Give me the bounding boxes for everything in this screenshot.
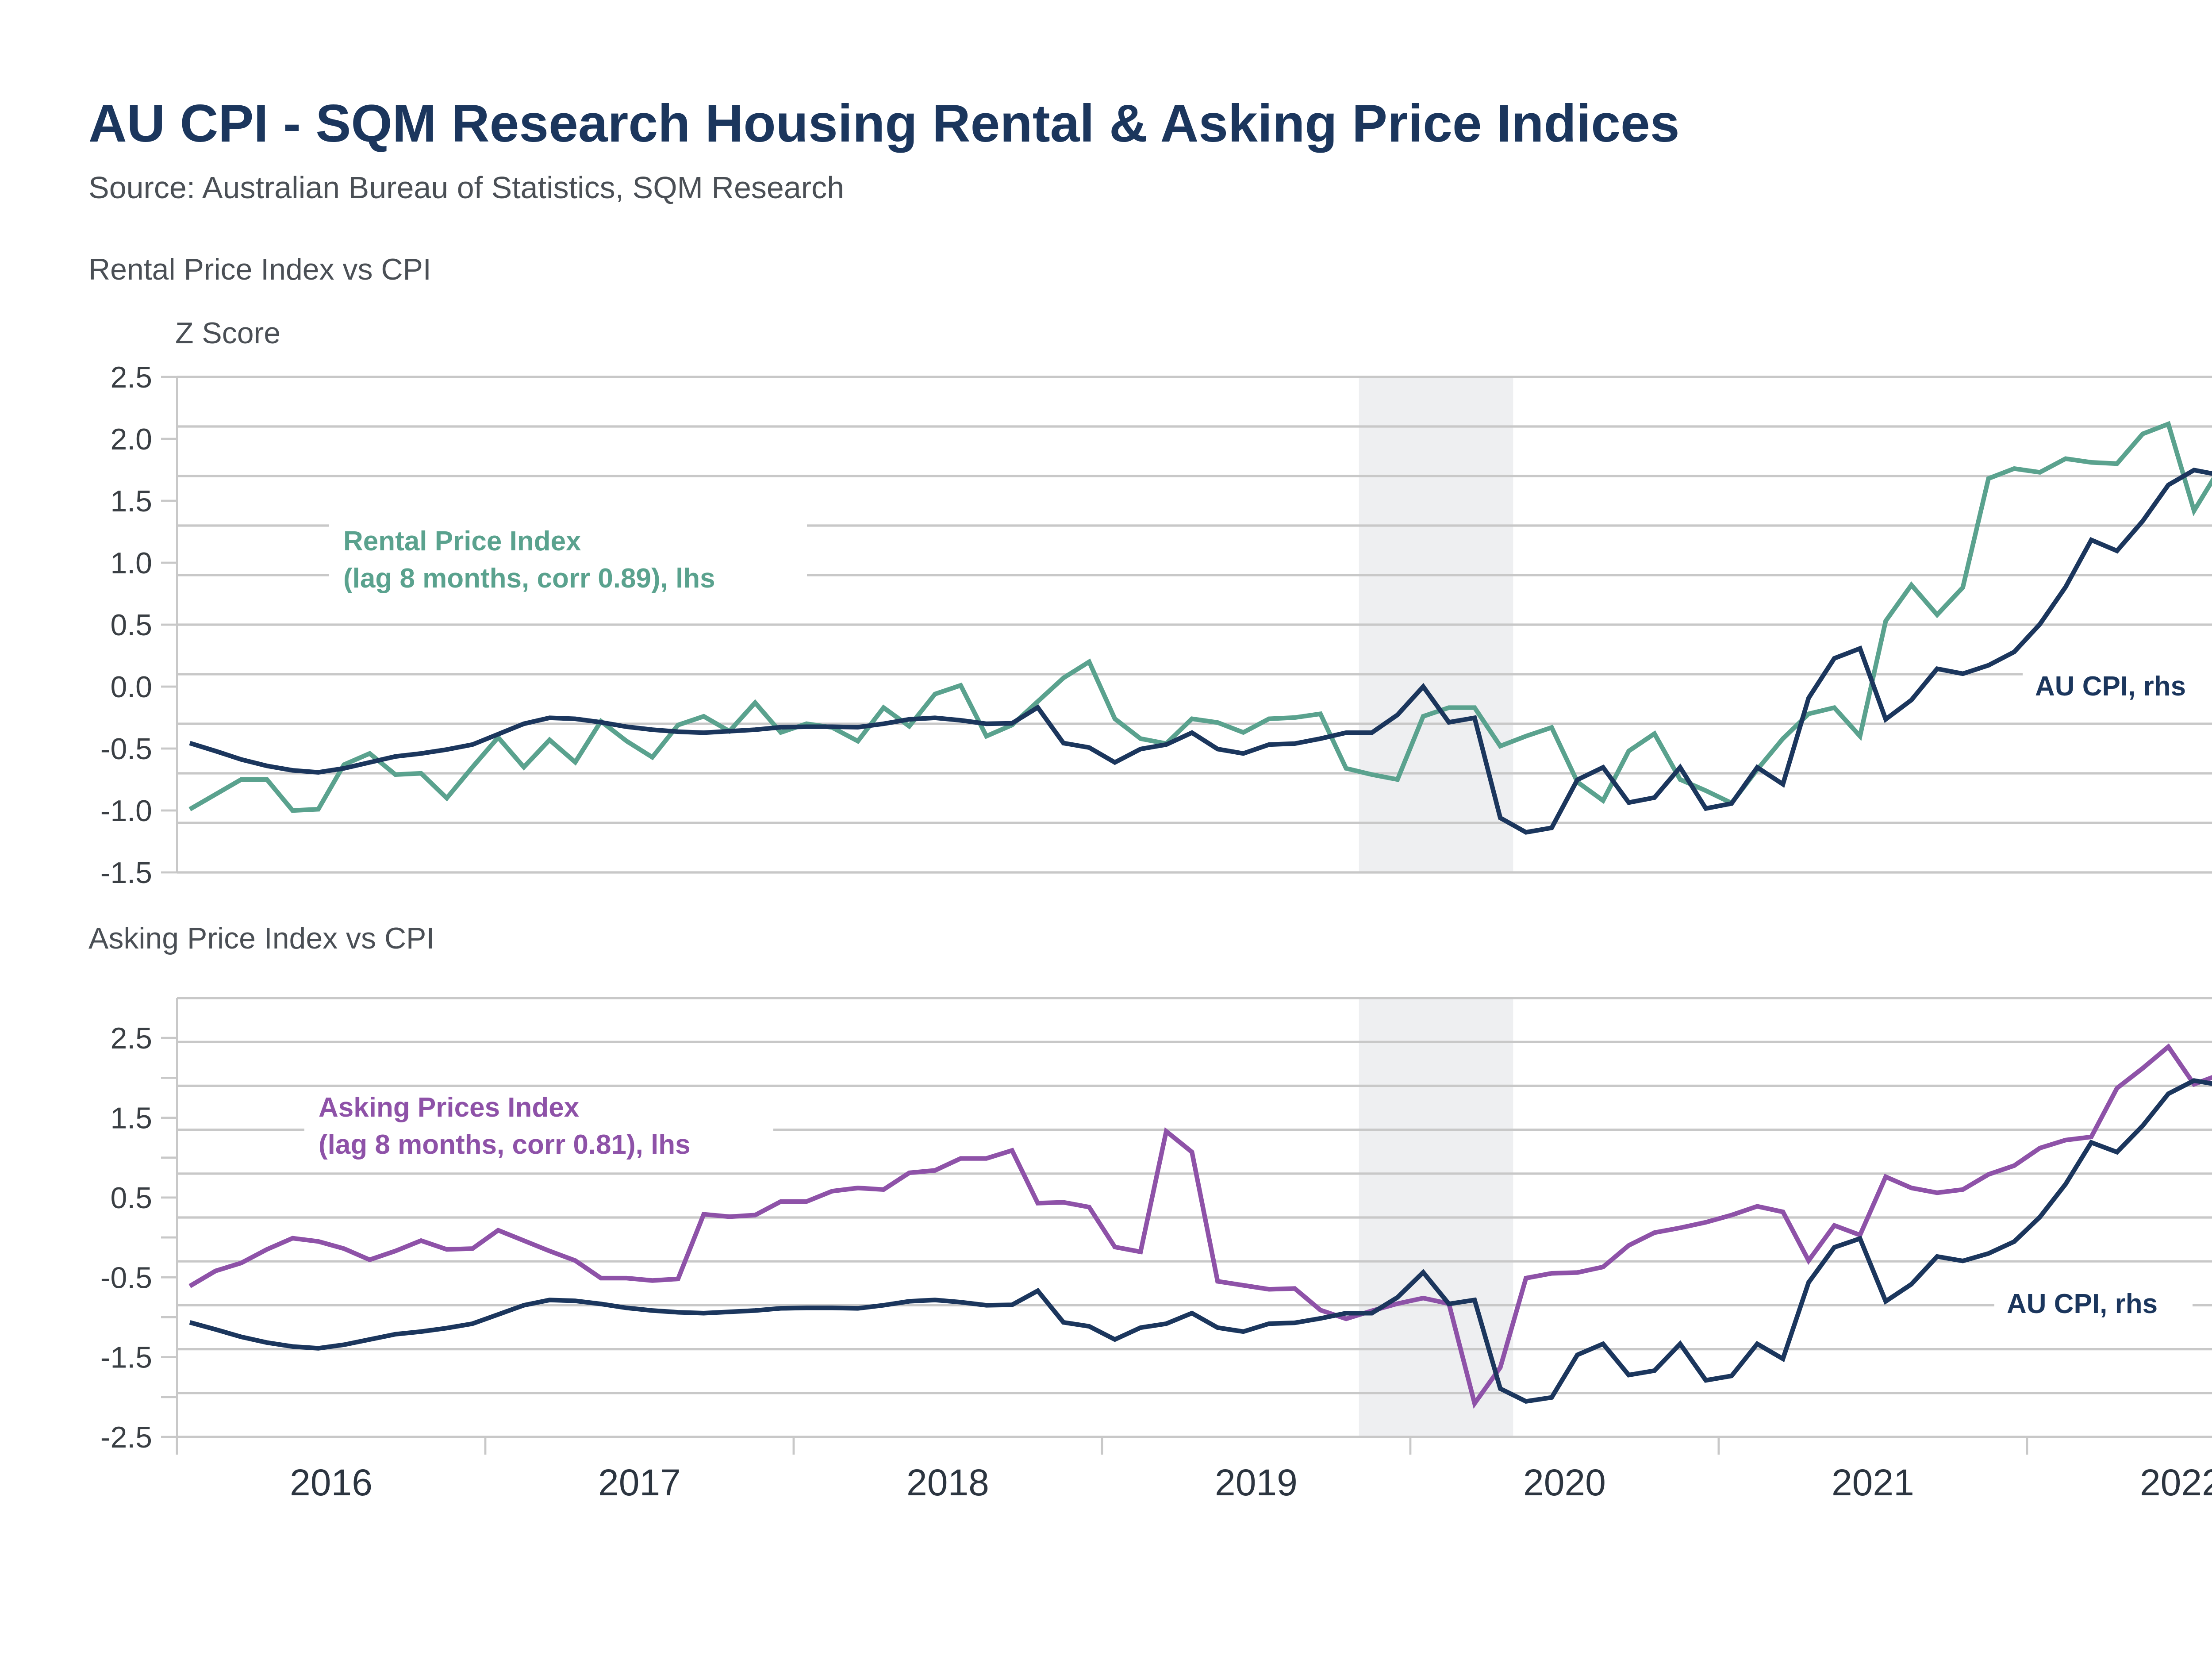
cpi-line bbox=[189, 1078, 2212, 1404]
left-tick-label: 0.0 bbox=[110, 670, 152, 704]
panel-title-rental: Rental Price Index vs CPI bbox=[88, 253, 431, 286]
rental-label-line1: Rental Price Index bbox=[343, 526, 581, 557]
x-tick-label: 2018 bbox=[906, 1462, 989, 1503]
x-tick-label: 2016 bbox=[290, 1462, 373, 1503]
cpi-series-label-bottom: AU CPI, rhs bbox=[1994, 1285, 2193, 1324]
rental-index-line bbox=[188, 421, 2212, 813]
rental-label-line2: (lag 8 months, corr 0.89), lhs bbox=[343, 563, 715, 594]
x-tick-label: 2019 bbox=[1215, 1462, 1298, 1503]
x-tick-label: 2022 bbox=[2140, 1462, 2212, 1503]
asking-vs-cpi-panel: Asking Price Index vs CPI 9876543210-12.… bbox=[88, 922, 2212, 1503]
left-tick-label: 0.5 bbox=[110, 608, 152, 642]
asking-label-line2: (lag 8 months, corr 0.81), lhs bbox=[319, 1129, 691, 1160]
left-tick-label: 0.5 bbox=[110, 1181, 152, 1215]
left-tick-label: -1.5 bbox=[100, 856, 152, 890]
asking-label-line1: Asking Prices Index bbox=[319, 1092, 580, 1123]
left-tick-label: -1.0 bbox=[100, 794, 152, 828]
rental-series-label: Rental Price Index (lag 8 months, corr 0… bbox=[329, 524, 807, 598]
rental-vs-cpi-panel: Rental Price Index vs CPI Z Score CPI Yo… bbox=[88, 253, 2212, 890]
asking-index-line bbox=[188, 1043, 2212, 1409]
left-tick-label: -0.5 bbox=[100, 732, 152, 766]
source-note: Source: Australian Bureau of Statistics,… bbox=[88, 170, 844, 205]
left-tick-label: 1.0 bbox=[110, 546, 152, 580]
left-tick-label: 1.5 bbox=[110, 484, 152, 518]
x-tick-label: 2020 bbox=[1523, 1462, 1606, 1503]
cpi-label-bottom: AU CPI, rhs bbox=[2007, 1289, 2158, 1319]
left-tick-label: -2.5 bbox=[100, 1421, 152, 1454]
x-axis: 20162017201820192020202120222023 bbox=[176, 1437, 2212, 1503]
panel-title-asking: Asking Price Index vs CPI bbox=[88, 922, 434, 955]
left-tick-label: -1.5 bbox=[100, 1341, 152, 1375]
cpi-label-top: AU CPI, rhs bbox=[2035, 671, 2186, 702]
left-tick-label: 2.5 bbox=[110, 361, 152, 394]
x-tick-label: 2021 bbox=[1832, 1462, 1914, 1503]
cpi-line bbox=[189, 468, 2212, 835]
x-tick-label: 2017 bbox=[598, 1462, 681, 1503]
asking-series-label: Asking Prices Index (lag 8 months, corr … bbox=[304, 1090, 773, 1164]
cpi-series-label: AU CPI, rhs bbox=[2023, 667, 2212, 706]
chart-title: AU CPI - SQM Research Housing Rental & A… bbox=[88, 94, 1679, 153]
left-tick-label: 2.0 bbox=[110, 422, 152, 456]
left-tick-label: 1.5 bbox=[110, 1102, 152, 1135]
left-axis-label: Z Score bbox=[175, 316, 280, 350]
left-tick-label: 2.5 bbox=[110, 1022, 152, 1055]
left-tick-label: -0.5 bbox=[100, 1261, 152, 1294]
